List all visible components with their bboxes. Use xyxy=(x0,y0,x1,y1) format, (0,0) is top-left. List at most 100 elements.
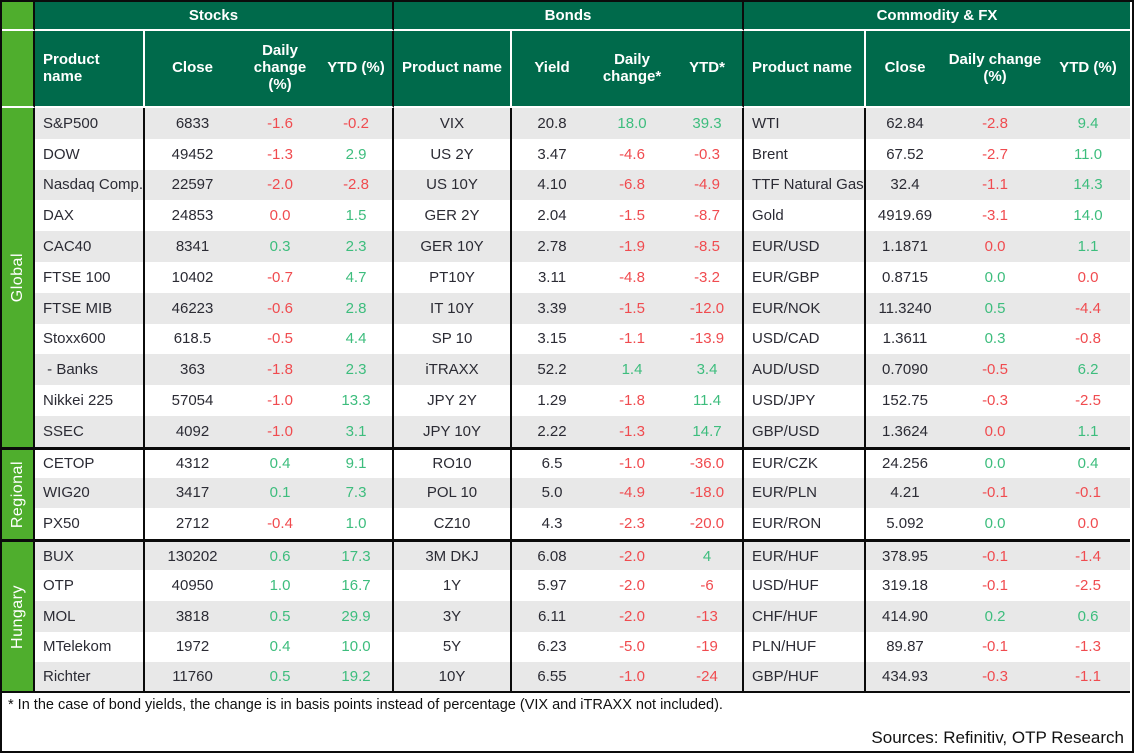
stock-close-cell: 49452 xyxy=(171,145,214,163)
bond-yield-cell: 6.5 xyxy=(512,446,592,478)
stock-ytd-cell: -2.8 xyxy=(320,169,394,201)
fx-name-cell: AUD/USD xyxy=(744,354,866,386)
stock-close-cell: 3818 xyxy=(145,600,240,632)
fx-daily-cell: -0.1 xyxy=(982,576,1008,594)
group-label-text: Hungary xyxy=(8,584,26,649)
bond-name-cell: 3Y xyxy=(394,600,512,632)
bond-yield-cell: 6.55 xyxy=(512,662,592,694)
bond-yield-cell: 6.23 xyxy=(537,638,567,656)
stock-daily-cell: 0.0 xyxy=(269,207,291,225)
fx-ytd-cell: 1.1 xyxy=(1046,231,1130,262)
stock-name-cell: OTP xyxy=(35,569,145,601)
fx-close-cell: 0.7090 xyxy=(866,354,944,386)
fx-ytd-cell: -4.4 xyxy=(1046,292,1130,324)
bond-name-cell: GER 2Y xyxy=(394,200,512,232)
bond-name-cell: 5Y xyxy=(394,631,512,663)
fx-daily-cell: -0.1 xyxy=(944,539,1046,570)
stock-ytd-cell: 13.3 xyxy=(320,385,394,416)
fx-col-daily-change: Daily change (%) xyxy=(944,31,1046,108)
stock-name-cell: - Banks xyxy=(35,354,145,386)
group-label-global: Global xyxy=(2,108,35,447)
bond-ytd-cell: -20.0 xyxy=(672,508,744,540)
stock-name-cell: SSEC xyxy=(35,415,145,447)
stock-close-cell: 4092 xyxy=(145,415,240,447)
bond-daily-cell: -1.9 xyxy=(592,231,672,262)
bond-name-cell: 1Y xyxy=(394,569,512,601)
bond-yield-cell: 6.08 xyxy=(512,539,592,570)
fx-daily-cell: -0.5 xyxy=(944,354,1046,386)
stock-daily-cell: -1.6 xyxy=(240,108,320,139)
bond-yield-cell: 2.22 xyxy=(512,415,592,447)
bond-ytd-cell: 4 xyxy=(672,539,744,570)
bond-name-cell: GER 10Y xyxy=(394,231,512,262)
fx-ytd-cell: 9.4 xyxy=(1046,108,1130,139)
bond-yield-cell: 1.29 xyxy=(537,392,567,410)
bond-yield-cell: 6.11 xyxy=(512,600,592,632)
stock-ytd-cell: 1.0 xyxy=(320,508,394,540)
bond-yield-cell: 3.15 xyxy=(537,330,567,348)
stock-daily-cell: -2.0 xyxy=(240,169,320,201)
section-title-bonds: Bonds xyxy=(394,2,744,31)
stock-daily-cell: -1.8 xyxy=(240,354,320,386)
bond-yield-cell: 3.39 xyxy=(512,292,592,324)
stock-ytd-cell: 2.3 xyxy=(320,354,394,386)
bond-daily-cell: -1.5 xyxy=(592,292,672,324)
bond-yield-cell: 5.97 xyxy=(537,576,567,594)
bond-daily-cell: -6.8 xyxy=(592,169,672,201)
stock-close-cell: 46223 xyxy=(145,292,240,324)
stocks-col-ytd: YTD (%) xyxy=(320,31,394,108)
sources-line: Sources: Refinitiv, OTP Research xyxy=(871,728,1124,747)
bond-daily-cell: 18.0 xyxy=(592,108,672,139)
stock-daily-cell: 0.3 xyxy=(240,231,320,262)
stock-ytd-cell: -0.2 xyxy=(320,108,394,139)
stock-ytd-cell: 2.3 xyxy=(320,231,394,262)
fx-ytd-cell: 0.0 xyxy=(1077,268,1099,286)
fx-ytd-cell: 0.4 xyxy=(1046,446,1130,478)
stock-daily-cell: 0.5 xyxy=(240,662,320,694)
bond-name-cell: iTRAXX xyxy=(394,354,512,386)
bond-yield-cell: 5.0 xyxy=(512,477,592,509)
section-title-stocks: Stocks xyxy=(35,2,394,31)
stock-daily-cell: 0.4 xyxy=(240,446,320,478)
bond-ytd-cell: -4.9 xyxy=(672,169,744,201)
bonds-col-product-name: Product name xyxy=(394,31,512,108)
bond-daily-cell: -2.0 xyxy=(619,576,645,594)
fx-close-cell: 11.3240 xyxy=(866,292,944,324)
fx-name-cell: Brent xyxy=(744,138,866,170)
bond-ytd-cell: -12.0 xyxy=(672,292,744,324)
stock-close-cell: 57054 xyxy=(171,392,214,410)
stock-close-cell: 40950 xyxy=(171,576,214,594)
fx-daily-cell: 0.3 xyxy=(984,330,1006,348)
bond-yield-cell: 4.10 xyxy=(512,169,592,201)
stock-ytd-cell: 19.2 xyxy=(320,662,394,694)
fx-name-cell: EUR/HUF xyxy=(744,539,866,570)
bond-daily-cell: -1.3 xyxy=(592,415,672,447)
fx-close-cell: 1.3624 xyxy=(866,415,944,447)
bond-name-cell: IT 10Y xyxy=(394,292,512,324)
fx-close-cell: 89.87 xyxy=(886,638,924,656)
fx-ytd-cell: -0.1 xyxy=(1046,477,1130,509)
stock-name-cell: DOW xyxy=(35,138,145,170)
market-table: Stocks Bonds Commodity & FX Product name… xyxy=(2,2,1132,694)
bond-daily-cell: -4.9 xyxy=(592,477,672,509)
bond-daily-cell: -1.1 xyxy=(619,330,645,348)
bond-daily-cell: 1.4 xyxy=(592,354,672,386)
fx-close-cell: 4919.69 xyxy=(877,207,933,225)
stocks-col-close: Close xyxy=(145,31,240,108)
bond-name-cell: JPY 10Y xyxy=(394,415,512,447)
bond-ytd-cell: -0.3 xyxy=(672,138,744,170)
bond-yield-cell: 2.78 xyxy=(512,231,592,262)
stock-close-cell: 1972 xyxy=(175,638,210,656)
fx-name-cell: GBP/HUF xyxy=(744,662,866,694)
bond-ytd-cell: -3.2 xyxy=(672,261,744,293)
fx-name-cell: EUR/GBP xyxy=(744,261,866,293)
bond-name-cell: POL 10 xyxy=(394,477,512,509)
stock-close-cell: 24853 xyxy=(171,207,214,225)
table-footer: * In the case of bond yields, the change… xyxy=(2,693,1132,751)
stock-close-cell: 618.5 xyxy=(173,330,212,348)
stock-ytd-cell: 1.5 xyxy=(320,200,394,232)
fx-close-cell: 152.75 xyxy=(882,392,928,410)
fx-col-product-name: Product name xyxy=(744,31,866,108)
bond-yield-cell: 3.11 xyxy=(537,268,567,286)
